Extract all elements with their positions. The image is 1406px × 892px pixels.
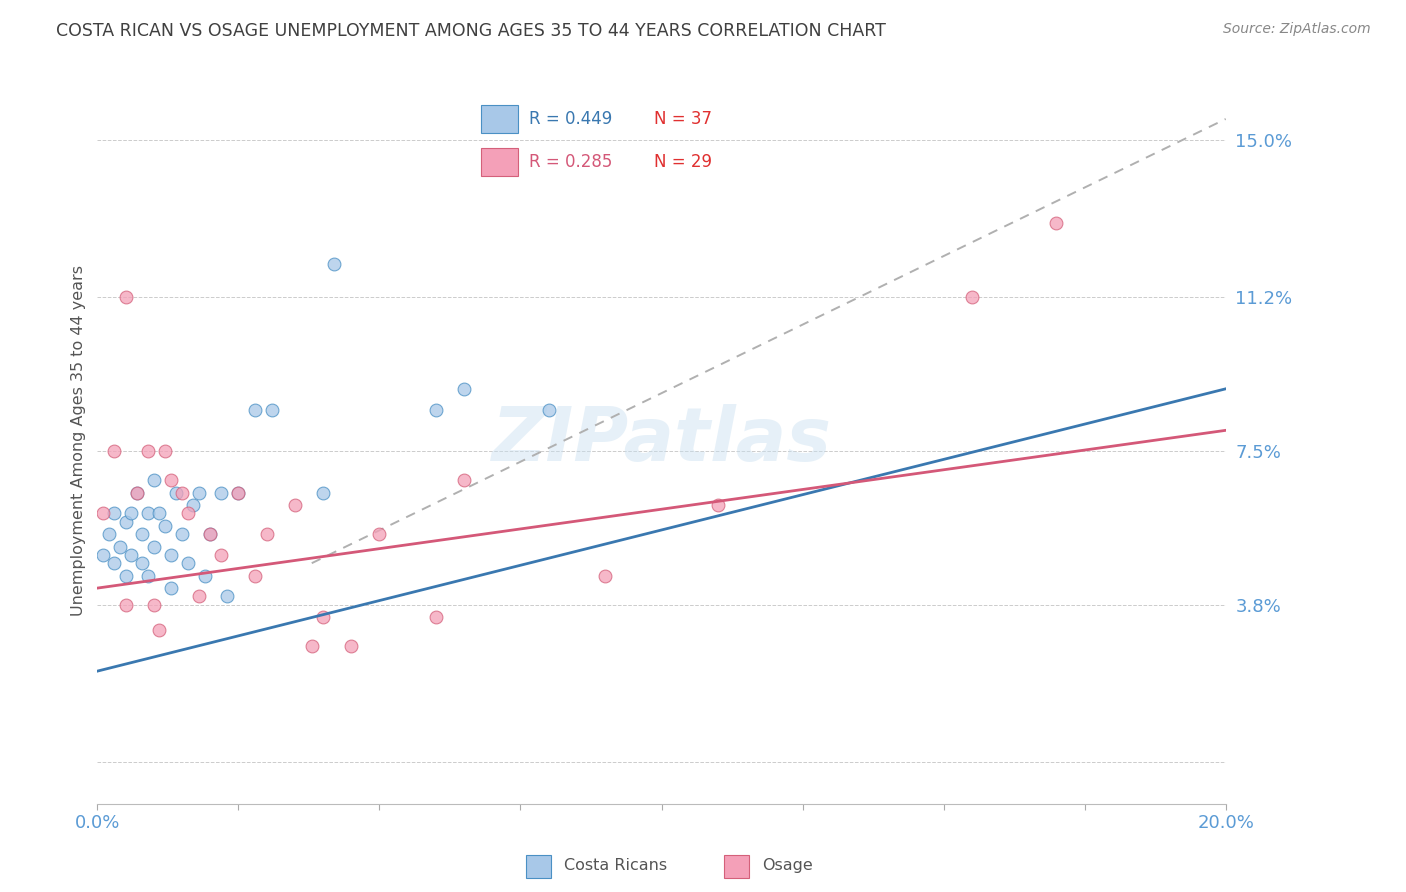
Point: [211, 548, 233, 562]
Point: [312, 610, 335, 624]
Point: [136, 444, 159, 458]
Point: [136, 568, 159, 582]
Point: [537, 402, 560, 417]
Point: [187, 590, 209, 604]
Point: [198, 527, 221, 541]
Point: [176, 507, 198, 521]
Point: [114, 515, 136, 529]
Point: [228, 485, 250, 500]
Point: [131, 556, 153, 570]
Point: [217, 590, 239, 604]
Point: [120, 507, 142, 521]
Point: [165, 485, 187, 500]
Point: [187, 485, 209, 500]
Text: COSTA RICAN VS OSAGE UNEMPLOYMENT AMONG AGES 35 TO 44 YEARS CORRELATION CHART: COSTA RICAN VS OSAGE UNEMPLOYMENT AMONG …: [56, 22, 886, 40]
Point: [368, 527, 391, 541]
Point: [108, 540, 131, 554]
Point: [960, 290, 983, 304]
Point: [707, 498, 730, 512]
Point: [425, 402, 447, 417]
Point: [181, 498, 204, 512]
Point: [593, 568, 616, 582]
Text: ZIPatlas: ZIPatlas: [492, 404, 831, 477]
Text: Costa Ricans: Costa Ricans: [564, 858, 666, 872]
Point: [159, 581, 181, 595]
FancyBboxPatch shape: [724, 855, 749, 878]
Point: [148, 507, 170, 521]
Point: [103, 444, 125, 458]
FancyBboxPatch shape: [526, 855, 551, 878]
Point: [176, 556, 198, 570]
Point: [301, 639, 323, 653]
Point: [340, 639, 363, 653]
Point: [97, 527, 120, 541]
Point: [125, 485, 148, 500]
Point: [245, 402, 267, 417]
Point: [142, 540, 165, 554]
Point: [211, 485, 233, 500]
Point: [312, 485, 335, 500]
Point: [284, 498, 307, 512]
Point: [425, 610, 447, 624]
Point: [193, 568, 215, 582]
Point: [170, 527, 193, 541]
Point: [114, 568, 136, 582]
Point: [103, 507, 125, 521]
Point: [228, 485, 250, 500]
Point: [198, 527, 221, 541]
Point: [453, 382, 475, 396]
Point: [323, 257, 346, 271]
Point: [256, 527, 278, 541]
Point: [142, 473, 165, 487]
Point: [170, 485, 193, 500]
Point: [114, 290, 136, 304]
Text: Source: ZipAtlas.com: Source: ZipAtlas.com: [1223, 22, 1371, 37]
Point: [262, 402, 284, 417]
Y-axis label: Unemployment Among Ages 35 to 44 years: Unemployment Among Ages 35 to 44 years: [72, 265, 86, 616]
Text: Osage: Osage: [762, 858, 813, 872]
Point: [103, 556, 125, 570]
Point: [153, 518, 176, 533]
Point: [453, 473, 475, 487]
Point: [125, 485, 148, 500]
Point: [114, 598, 136, 612]
Point: [1045, 216, 1067, 230]
Point: [153, 444, 176, 458]
Point: [245, 568, 267, 582]
Point: [142, 598, 165, 612]
Point: [159, 548, 181, 562]
Point: [148, 623, 170, 637]
Point: [159, 473, 181, 487]
Point: [91, 548, 114, 562]
Point: [91, 507, 114, 521]
Point: [136, 507, 159, 521]
Point: [120, 548, 142, 562]
Point: [131, 527, 153, 541]
